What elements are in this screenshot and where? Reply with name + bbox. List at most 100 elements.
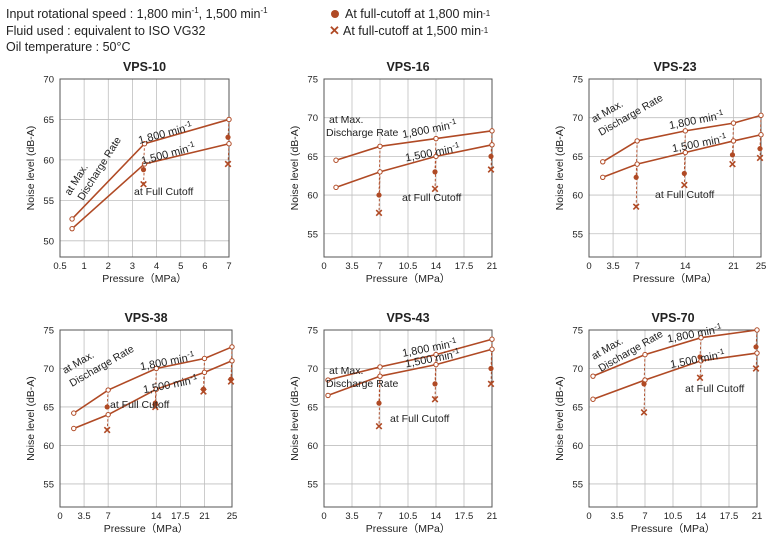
max-rate-line1: at Max. [329, 114, 363, 126]
max-rate-annotation: at Max.Discharge Rate [590, 92, 666, 139]
data-point [153, 386, 160, 392]
data-point [590, 373, 596, 379]
label-1800-text: 1,800 min-1 [139, 349, 197, 373]
data-point [377, 143, 383, 150]
data-point [489, 128, 495, 134]
y-tick-label: 65 [43, 115, 54, 126]
chart-vps-10: VPS-10 50 55 60 65 70 0.5 1 2 3 4 5 6 7 Pressure（MPa） N… [25, 60, 232, 285]
y-tick-label: 75 [307, 326, 318, 337]
x-tick-label: 3.5 [77, 511, 90, 522]
cutoff-1500-marker [431, 395, 439, 403]
data-point [634, 161, 640, 167]
condition-fluid: Fluid used : equivalent to ISO VG32 [6, 23, 206, 38]
cutoff-1500-marker [632, 203, 640, 211]
y-tick-label: 65 [572, 402, 583, 413]
data-point [634, 138, 640, 144]
cutoff-1800-marker [753, 344, 759, 350]
y-tick-label: 55 [43, 196, 54, 207]
data-point [489, 336, 495, 342]
cutoff-1500-marker [640, 408, 648, 416]
cutoff-1500-marker [431, 185, 439, 193]
data-point [433, 135, 439, 142]
y-tick-label: 70 [307, 113, 318, 124]
y-tick-label: 75 [572, 75, 583, 86]
full-cutoff-annotation: at Full Cutoff [134, 186, 193, 198]
x-tick-label: 7 [635, 261, 640, 272]
cutoff-drop-line [699, 360, 702, 378]
max-rate-annotation: at Max.Discharge Rate [326, 114, 399, 139]
cutoff-1500-marker [151, 403, 159, 411]
x-axis-label: Pressure（MPa） [633, 273, 718, 285]
cutoff-1800-marker [488, 153, 494, 159]
marker-legend: At full-cutoff at 1,800 min -1 ✕ At full-… [328, 6, 490, 39]
data-point [141, 141, 148, 147]
y-tick-label: 75 [572, 326, 583, 337]
y-tick-label: 60 [43, 441, 54, 452]
x-tick-label: 5 [178, 261, 183, 272]
series-line-1800 [327, 338, 493, 381]
x-marker-icon: ✕ [329, 22, 340, 38]
y-tick-label: 70 [572, 364, 583, 375]
y-tick-label: 60 [307, 441, 318, 452]
plot-frame [59, 329, 233, 508]
chart-vps-70: VPS-70 55 60 65 70 75 0 3.5 7 10.5 14 17.5 21 Pressur… [554, 311, 762, 534]
x-tick-label: 3.5 [345, 511, 358, 522]
x-tick-label: 14 [696, 511, 707, 522]
y-tick-label: 55 [43, 479, 54, 490]
data-point [433, 153, 439, 160]
x-tick-label: 3 [130, 261, 135, 272]
y-tick-label: 70 [43, 364, 54, 375]
data-point [333, 184, 339, 191]
cutoff-drop-line [635, 140, 638, 178]
x-tick-label: 7 [377, 261, 382, 272]
cutoff-drop-line [227, 143, 230, 164]
plot-frame [588, 329, 758, 508]
y-tick-label: 70 [43, 75, 54, 86]
cutoff-drop-line [490, 349, 493, 384]
cutoff-1800-marker [641, 381, 647, 387]
x-tick-label: 7 [106, 511, 111, 522]
label-1800: 1,800 min-1 [139, 349, 197, 373]
condition-speed: Input rotational speed : 1,800 min-1, 1,… [6, 5, 268, 21]
data-point [153, 365, 160, 372]
chart-vps-38: VPS-38 55 60 65 70 75 0 3.5 7 14 17.5 21 25 Pressure（… [25, 311, 237, 534]
data-point [71, 410, 77, 416]
chart-title: VPS-23 [653, 60, 696, 74]
cutoff-1500-marker [487, 380, 495, 388]
test-conditions: Input rotational speed : 1,800 min-1, 1,… [6, 6, 268, 56]
cutoff-drop-line [378, 376, 381, 427]
y-tick-label: 55 [307, 229, 318, 240]
plot-frame [323, 329, 493, 508]
x-tick-label: 0 [586, 511, 591, 522]
cutoff-drop-line [106, 389, 109, 407]
label-1500: 1,500 min-1 [142, 372, 200, 396]
cutoff-1800-marker [152, 400, 158, 406]
data-point [229, 344, 235, 350]
x-axis-label: Pressure（MPa） [366, 273, 451, 285]
x-tick-label: 17.5 [720, 511, 739, 522]
x-tick-label: 0 [321, 511, 326, 522]
full-cutoff-annotation: at Full Cutoff [655, 189, 714, 201]
data-point [226, 141, 232, 147]
label-1500-text: 1,500 min-1 [669, 347, 727, 371]
label-1500-text: 1,500 min-1 [404, 140, 462, 164]
y-tick-label: 70 [307, 364, 318, 375]
cutoff-1500-marker [103, 426, 111, 434]
x-tick-label: 2 [106, 261, 111, 272]
series-line-1800 [592, 329, 758, 377]
x-tick-label: 7 [226, 261, 231, 272]
label-1500-text: 1,500 min-1 [142, 372, 200, 396]
x-tick-label: 1 [81, 261, 86, 272]
data-point [590, 396, 596, 402]
y-tick-label: 55 [572, 229, 583, 240]
cutoff-1800-marker [633, 174, 639, 180]
legend-item-cutoff-1800: At full-cutoff at 1,800 min -1 [328, 6, 490, 23]
x-axis-label: Pressure（MPa） [366, 523, 451, 534]
full-cutoff-annotation: at Full Cutoff [685, 383, 744, 395]
y-tick-label: 75 [307, 75, 318, 86]
data-point [600, 174, 606, 180]
data-point [377, 169, 383, 175]
cutoff-drop-line [683, 152, 686, 186]
cutoff-1800-marker [697, 354, 703, 360]
cutoff-drop-line [434, 156, 437, 189]
